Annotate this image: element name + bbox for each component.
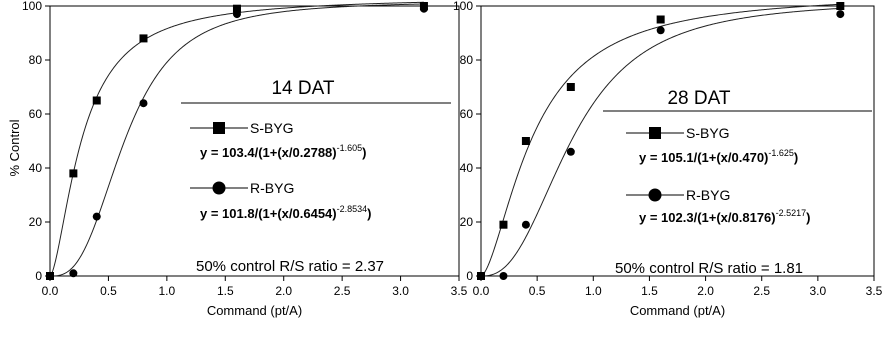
data-point-r-byg (521, 220, 530, 229)
x-axis-label: Command (pt/A) (207, 303, 302, 318)
x-tick-label: 3.5 (866, 284, 883, 298)
y-tick-label: 80 (29, 53, 43, 67)
equation-base: y = 105.1/(1+(x/0.470) (639, 150, 768, 165)
data-point-s-byg (92, 96, 101, 105)
data-point-r-byg (92, 212, 101, 221)
x-tick-label: 1.5 (217, 284, 234, 298)
legend-square-marker (649, 127, 661, 139)
equation-base: y = 103.4/(1+(x/0.2788) (200, 145, 337, 160)
chart-panel-14-dat: 0.0 0.5 1.0 1.5 2.0 2.5 3.0 3.5 0 20 40 60 80 100 Comm… (22, 0, 468, 318)
fit-curve-s-byg (480, 3, 841, 277)
x-tick-label: 1.5 (641, 284, 658, 298)
equation-close: ) (367, 206, 371, 221)
data-point-r-byg (232, 10, 241, 19)
data-point-s-byg (499, 220, 508, 229)
y-tick-label: 100 (22, 0, 42, 13)
fit-equation: y = 103.4/(1+(x/0.2788)-1.605) (200, 143, 366, 160)
y-tick-label: 0 (35, 269, 42, 283)
equation-close: ) (806, 210, 810, 225)
fit-equation: y = 101.8/(1+(x/0.6454)-2.8534) (200, 204, 371, 221)
x-tick-label: 0.5 (100, 284, 117, 298)
y-tick-label: 60 (460, 107, 474, 121)
y-tick-label: 20 (460, 215, 474, 229)
x-tick-label: 3.0 (810, 284, 827, 298)
data-point-s-byg (139, 34, 148, 43)
data-point-s-byg (232, 4, 241, 13)
data-point-s-byg (836, 2, 845, 10)
equation-exponent: -2.5217 (776, 208, 807, 218)
equation-exponent: -1.625 (768, 148, 794, 158)
x-tick-label: 3.0 (392, 284, 409, 298)
data-point-r-byg (656, 26, 665, 35)
x-tick-label: 0.5 (529, 284, 546, 298)
x-tick-label: 2.0 (697, 284, 714, 298)
y-tick-label: 40 (460, 161, 474, 175)
data-point-r-byg (477, 272, 485, 280)
data-point-r-byg (139, 99, 148, 108)
legend-label: R-BYG (686, 187, 730, 203)
y-tick-label: 60 (29, 107, 43, 121)
equation-exponent: -1.605 (337, 143, 363, 153)
x-tick-label: 2.5 (753, 284, 770, 298)
data-point-r-byg (419, 4, 428, 13)
legend-label: R-BYG (250, 180, 294, 196)
plot-frame (49, 5, 460, 277)
equation-base: y = 102.3/(1+(x/0.8176) (639, 210, 776, 225)
y-tick-label: 20 (29, 215, 43, 229)
x-tick-label: 1.0 (585, 284, 602, 298)
x-tick-label: 0.0 (473, 284, 490, 298)
ratio-annotation: 50% control R/S ratio = 2.37 (196, 258, 384, 275)
y-tick-label: 0 (466, 269, 473, 283)
data-point-r-byg (499, 272, 508, 280)
fit-curve-r-byg (481, 7, 841, 277)
data-point-s-byg (69, 169, 78, 178)
data-point-s-byg (656, 15, 665, 24)
chart-title: 28 DAT (667, 88, 730, 109)
legend-square-marker (213, 122, 225, 134)
data-point-r-byg (69, 269, 78, 278)
legend-circle-marker (648, 188, 662, 202)
y-tick-label: 100 (453, 0, 473, 13)
legend-circle-marker (212, 181, 226, 195)
legend-label: S-BYG (686, 125, 730, 141)
y-axis-label: % Control (7, 119, 22, 176)
chart-panel-28-dat: 0.0 0.5 1.0 1.5 2.0 2.5 3.0 3.5020406080100Comm… (453, 0, 883, 318)
x-tick-label: 2.0 (275, 284, 292, 298)
equation-base: y = 101.8/(1+(x/0.6454) (200, 206, 337, 221)
legend-label: S-BYG (250, 120, 294, 136)
x-tick-label: 2.5 (334, 284, 351, 298)
fit-curve-r-byg (50, 3, 424, 277)
y-tick-label: 40 (29, 161, 43, 175)
equation-close: ) (362, 145, 366, 160)
data-point-s-byg (521, 137, 530, 145)
x-axis-label: Command (pt/A) (630, 303, 725, 318)
x-tick-label: 1.0 (159, 284, 176, 298)
ratio-annotation: 50% control R/S ratio = 1.81 (615, 260, 803, 277)
chart-title: 14 DAT (271, 78, 334, 99)
equation-exponent: -2.8534 (337, 204, 368, 214)
y-tick-label: 80 (460, 53, 474, 67)
fit-equation: y = 105.1/(1+(x/0.470)-1.625) (639, 148, 798, 165)
fit-equation: y = 102.3/(1+(x/0.8176)-2.5217) (639, 208, 810, 225)
data-point-r-byg (566, 147, 575, 156)
data-point-r-byg (836, 10, 845, 19)
fit-curve-s-byg (49, 1, 424, 277)
x-tick-label: 3.5 (451, 284, 468, 298)
plot-frame (480, 5, 875, 277)
data-point-s-byg (566, 83, 575, 91)
data-point-r-byg (46, 272, 54, 280)
equation-close: ) (794, 150, 798, 165)
x-tick-label: 0.0 (42, 284, 59, 298)
